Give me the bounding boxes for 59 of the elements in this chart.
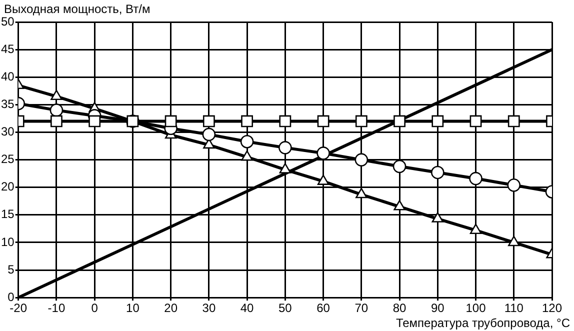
point — [317, 174, 330, 185]
y-tick-label: 30 — [0, 124, 15, 139]
y-tick-label: 0 — [8, 290, 15, 304]
point — [392, 160, 406, 174]
point — [432, 212, 444, 222]
x-tick-label: -10 — [48, 301, 66, 316]
y-tick-label: 45 — [0, 42, 15, 56]
y-tick-label: 40 — [0, 69, 15, 84]
y-axis-title: Выходная мощность, Вт/м — [4, 2, 150, 16]
point — [202, 128, 216, 142]
x-tick-label: 40 — [240, 301, 254, 316]
point — [241, 115, 254, 128]
x-tick-label: -20 — [10, 301, 28, 316]
x-tick-label: 110 — [504, 301, 524, 316]
x-tick-label: 90 — [430, 301, 445, 316]
point — [470, 115, 482, 128]
point — [469, 172, 482, 186]
x-tick-label: 30 — [202, 301, 216, 316]
point — [394, 115, 406, 128]
x-tick-label: 70 — [354, 301, 368, 316]
point — [316, 146, 330, 160]
point — [50, 115, 62, 128]
point — [50, 104, 64, 117]
y-tick-label: 25 — [0, 152, 15, 166]
y-tick-label: 50 — [0, 14, 15, 28]
point — [470, 224, 482, 234]
point — [164, 115, 177, 128]
y-tick-label: 10 — [0, 234, 15, 249]
point — [508, 115, 520, 128]
point — [430, 166, 444, 180]
point — [202, 115, 215, 128]
point — [278, 141, 292, 154]
point — [279, 115, 292, 128]
x-axis-title: Температура трубопровода, °C — [396, 316, 570, 330]
point — [241, 150, 253, 161]
x-tick-label: 80 — [392, 301, 407, 316]
point — [88, 115, 101, 128]
x-tick-label: 50 — [278, 301, 292, 316]
x-tick-label: 10 — [126, 301, 140, 316]
y-tick-label: 20 — [0, 180, 15, 194]
point — [508, 236, 520, 246]
point — [126, 115, 139, 128]
x-tick-label: 0 — [91, 301, 98, 316]
point — [354, 153, 368, 166]
point — [355, 115, 368, 128]
point — [394, 200, 406, 210]
point — [507, 178, 521, 192]
x-tick-label: 120 — [542, 301, 562, 316]
point — [356, 188, 368, 198]
x-tick-label: 100 — [466, 301, 486, 316]
point — [279, 163, 292, 174]
y-tick-label: 5 — [8, 262, 15, 276]
point — [432, 115, 444, 128]
point — [240, 134, 254, 148]
y-tick-label: 35 — [0, 96, 15, 111]
x-tick-label: 20 — [164, 301, 178, 316]
point — [317, 115, 330, 128]
y-tick-label: 15 — [0, 207, 15, 222]
x-tick-label: 60 — [316, 301, 330, 316]
